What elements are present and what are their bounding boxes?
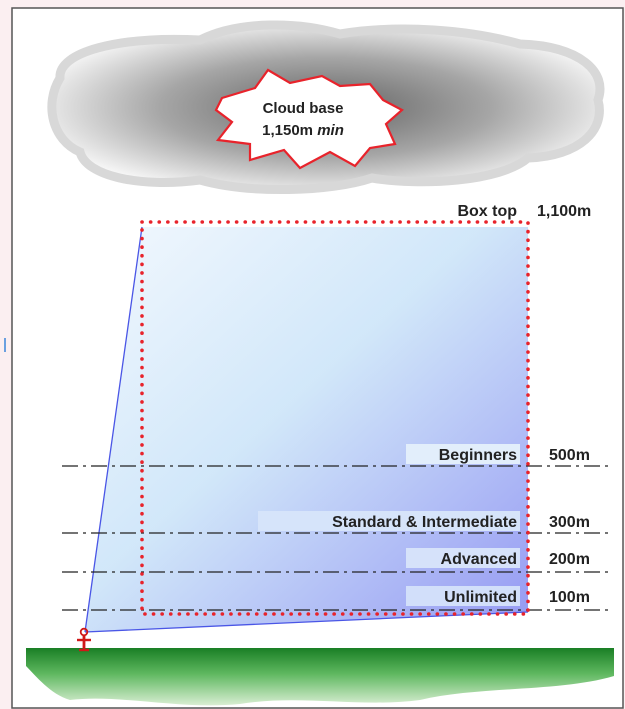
box-top-label: Box top (457, 203, 517, 220)
altitude-lines (62, 465, 608, 611)
edge-marker (4, 338, 6, 352)
launch-zone (84, 226, 529, 633)
starburst-callout: Cloud base 1,150m min (214, 68, 404, 170)
cloud-base-value: 1,150m min (262, 122, 344, 139)
level-altitude-unlimited: 100m (549, 589, 590, 606)
level-label-beginners: Beginners (439, 447, 517, 464)
winch-icon (77, 627, 91, 652)
ground-shape (26, 648, 614, 706)
label-backgrounds (258, 200, 613, 606)
level-label-unlimited: Unlimited (444, 589, 517, 606)
level-label-standard: Standard & Intermediate (332, 514, 517, 531)
level-label-advanced: Advanced (441, 551, 517, 568)
competition-box (140, 220, 530, 616)
cloud-base-label: Cloud base (263, 100, 344, 117)
level-altitude-standard: 300m (549, 514, 590, 531)
box-top-altitude: 1,100m (537, 203, 591, 220)
level-altitude-beginners: 500m (549, 447, 590, 464)
level-altitude-advanced: 200m (549, 551, 590, 568)
